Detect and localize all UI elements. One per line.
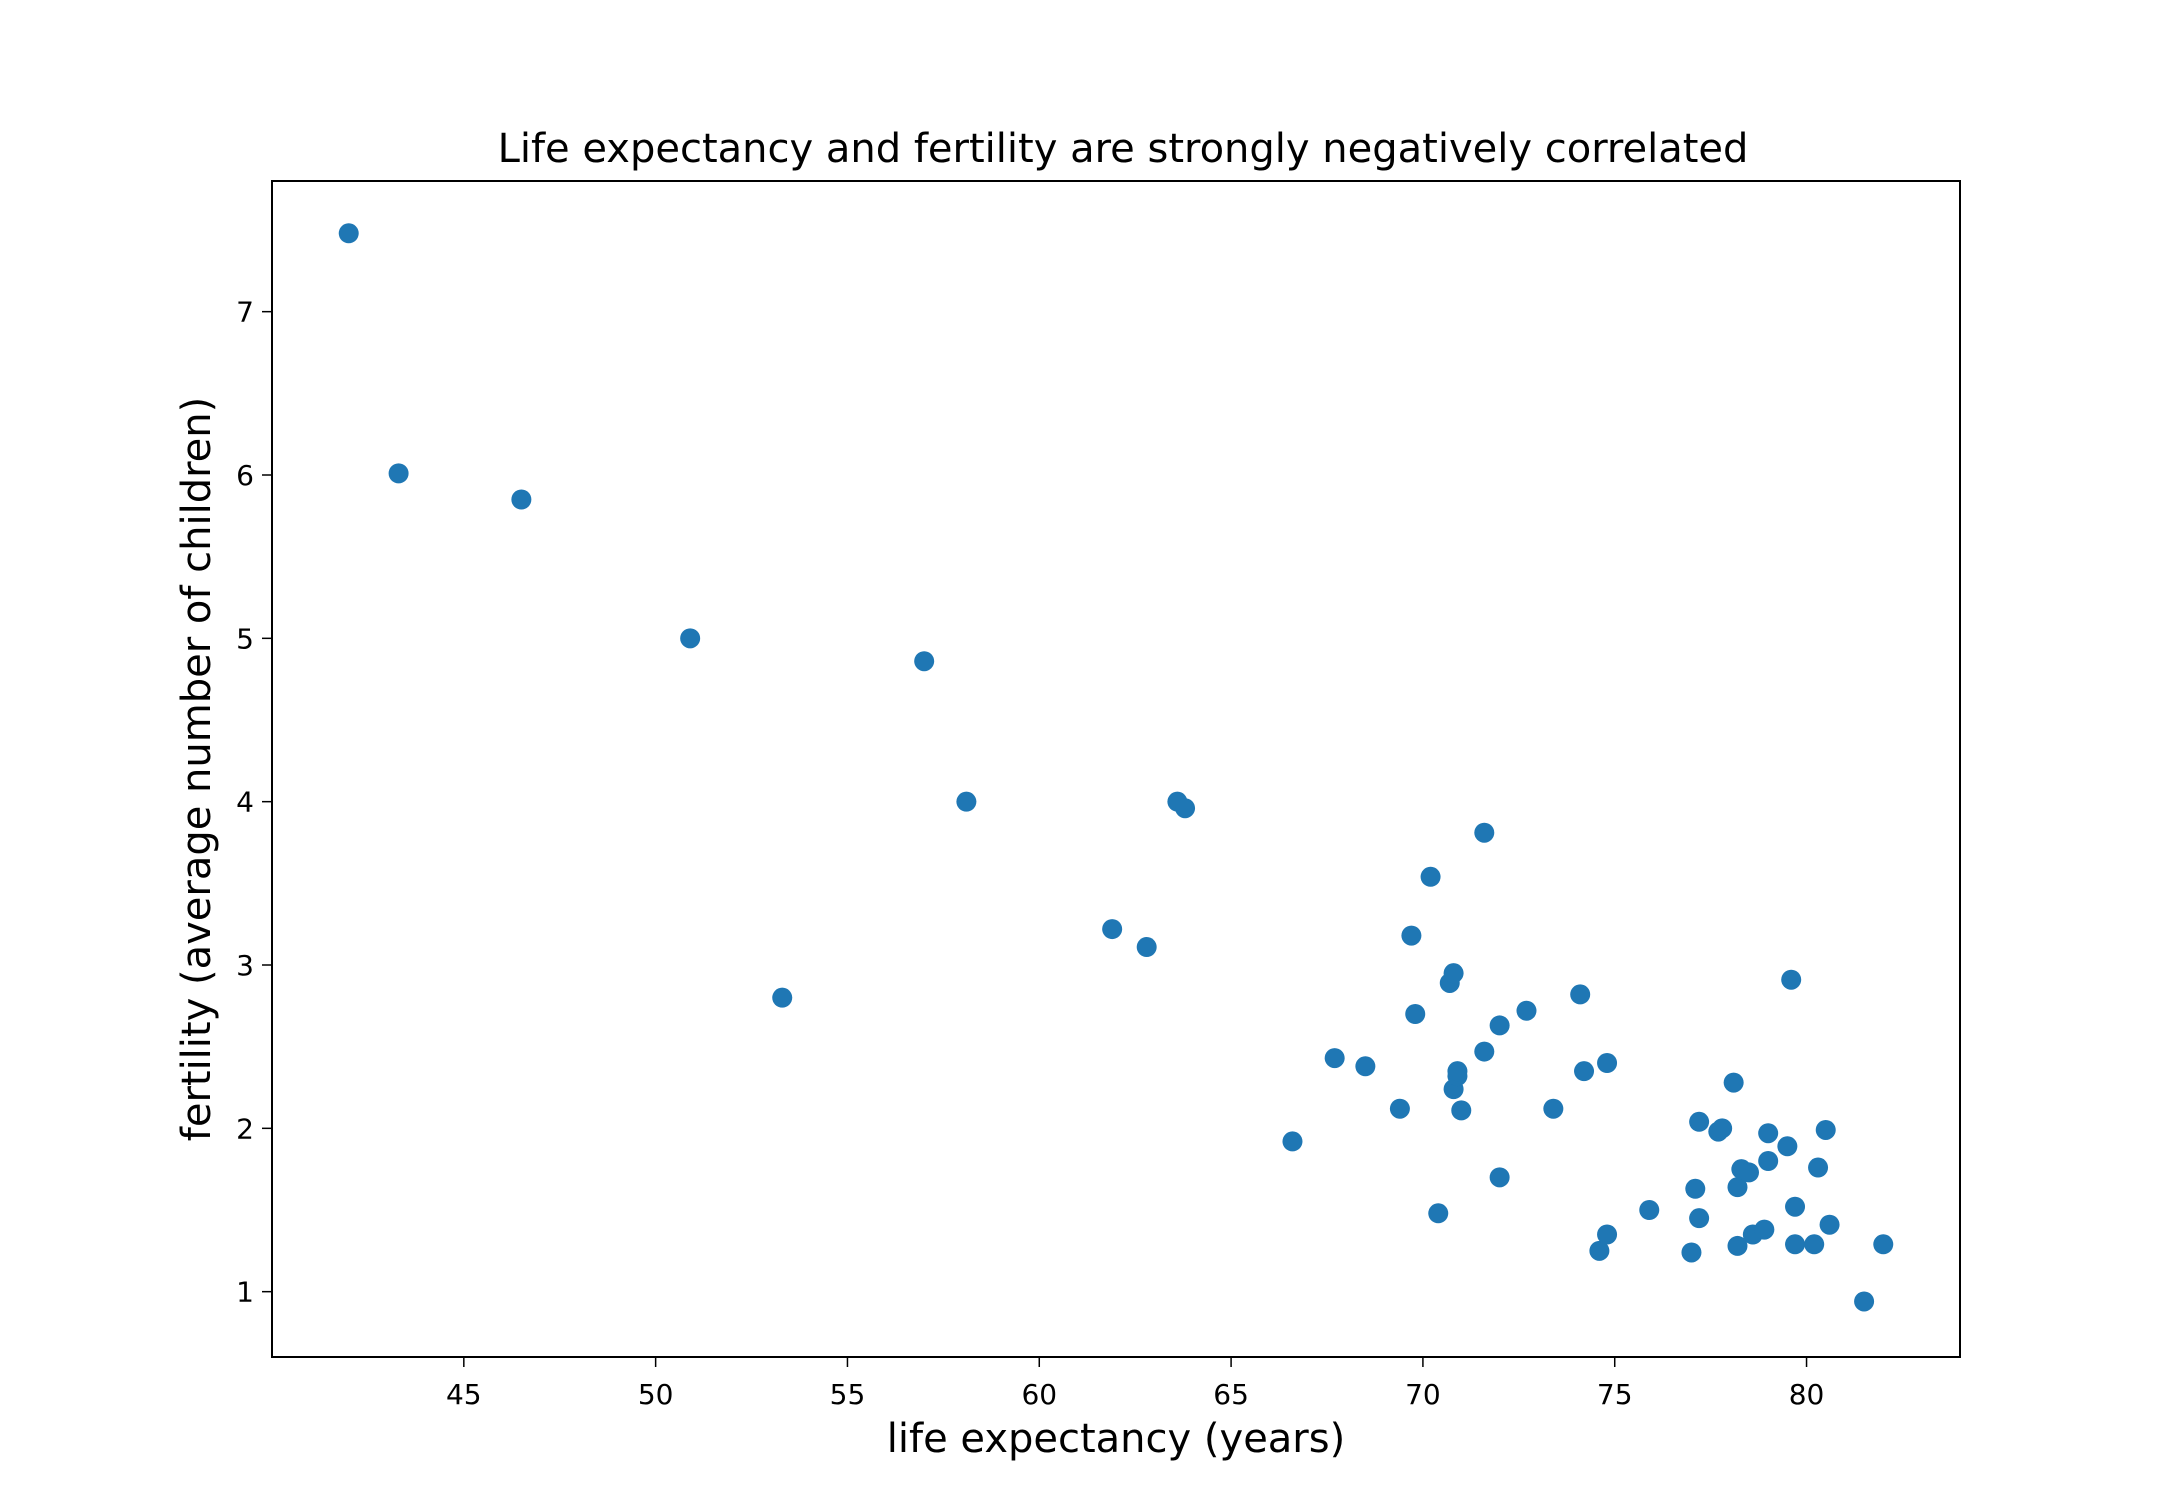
y-tick-label: 1 — [236, 1276, 254, 1309]
data-point — [1758, 1123, 1779, 1144]
data-point — [956, 791, 977, 812]
data-point — [1489, 1015, 1510, 1036]
plot-area-frame — [271, 180, 1961, 1358]
data-point — [1873, 1234, 1894, 1255]
data-point — [1443, 963, 1464, 984]
data-point — [680, 628, 701, 649]
data-point — [1474, 822, 1495, 843]
data-point — [1597, 1224, 1618, 1245]
data-point — [1102, 919, 1123, 940]
data-point — [1420, 866, 1441, 887]
data-point — [1808, 1157, 1829, 1178]
y-tick-label: 5 — [236, 622, 254, 655]
data-point — [914, 651, 935, 672]
data-point — [1570, 984, 1591, 1005]
data-point — [1389, 1098, 1410, 1119]
data-point — [1854, 1291, 1875, 1312]
data-point — [1758, 1151, 1779, 1171]
data-point — [1401, 925, 1422, 946]
data-point — [388, 463, 409, 484]
data-point — [1712, 1118, 1733, 1139]
data-point — [1489, 1167, 1510, 1188]
y-tick-label: 4 — [236, 786, 254, 819]
data-point — [1819, 1214, 1840, 1235]
data-point — [1447, 1061, 1468, 1082]
y-axis-label: fertility (average number of children) — [174, 397, 220, 1142]
data-point — [1574, 1061, 1595, 1082]
x-axis: 45 50 55 60 65 70 75 80 — [446, 1357, 1824, 1411]
data-point — [1777, 1136, 1798, 1157]
x-tick-label: 70 — [1405, 1378, 1441, 1411]
data-point — [1815, 1119, 1836, 1140]
data-point — [1727, 1177, 1748, 1198]
data-point — [1516, 1000, 1537, 1021]
data-point — [772, 987, 793, 1008]
data-point — [1405, 1004, 1426, 1024]
x-tick-label: 60 — [1021, 1378, 1057, 1411]
y-tick-label: 2 — [236, 1112, 254, 1145]
data-point — [1785, 1196, 1806, 1217]
data-point — [1785, 1234, 1806, 1255]
data-point — [1428, 1203, 1449, 1224]
data-point — [1681, 1242, 1702, 1263]
data-point — [1754, 1219, 1775, 1240]
data-points — [338, 223, 1894, 1312]
data-point — [1597, 1053, 1618, 1073]
y-tick-label: 3 — [236, 949, 254, 982]
data-point — [338, 223, 359, 244]
chart-title: Life expectancy and fertility are strong… — [498, 126, 1749, 172]
data-point — [511, 489, 532, 510]
x-tick-label: 80 — [1789, 1378, 1825, 1411]
data-point — [1804, 1234, 1825, 1255]
data-point — [1639, 1200, 1660, 1220]
data-point — [1781, 969, 1802, 990]
y-axis: 1 2 3 4 5 6 7 — [236, 296, 272, 1309]
data-point — [1727, 1235, 1748, 1256]
data-point — [1543, 1098, 1564, 1119]
data-point — [1739, 1162, 1759, 1183]
data-point — [1474, 1041, 1495, 1062]
data-point — [1282, 1131, 1303, 1152]
x-tick-label: 45 — [446, 1378, 482, 1411]
data-point — [1685, 1178, 1706, 1199]
data-point — [1136, 937, 1157, 958]
x-tick-label: 50 — [638, 1378, 674, 1411]
data-point — [1689, 1111, 1710, 1132]
y-tick-label: 6 — [236, 459, 254, 492]
data-point — [1451, 1100, 1472, 1121]
data-point — [1175, 798, 1196, 819]
x-axis-label: life expectancy (years) — [887, 1416, 1345, 1462]
data-point — [1689, 1208, 1710, 1229]
data-point — [1589, 1240, 1610, 1261]
x-tick-label: 65 — [1213, 1378, 1249, 1411]
data-point — [1355, 1056, 1376, 1077]
data-point — [1723, 1072, 1744, 1093]
x-tick-label: 55 — [830, 1378, 866, 1411]
y-tick-label: 7 — [236, 296, 254, 329]
data-point — [1324, 1048, 1345, 1069]
x-tick-label: 75 — [1597, 1378, 1633, 1411]
